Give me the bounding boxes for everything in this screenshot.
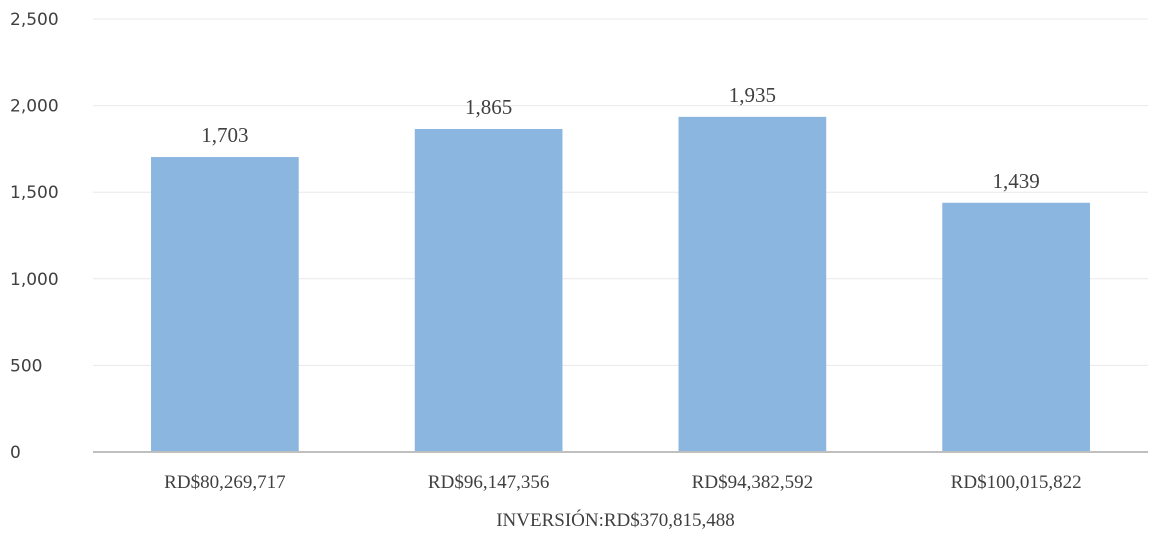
data-label: 1,439 [993, 169, 1040, 193]
y-tick-label: 1,000 [10, 270, 59, 290]
data-label: 1,935 [729, 83, 776, 107]
bar [942, 202, 1090, 452]
x-axis-categories: RD$80,269,717 RD$96,147,356 RD$94,382,592 R… [164, 472, 1081, 493]
data-label: 1,865 [465, 95, 512, 119]
y-axis-ticks: 0 500 1,000 1,500 2,000 2,500 [10, 10, 59, 463]
y-tick-label: 2,000 [10, 97, 59, 117]
bars [151, 116, 1090, 452]
x-category-label: RD$96,147,356 [428, 472, 549, 493]
y-tick-label: 0 [10, 443, 21, 463]
y-tick-label: 2,500 [10, 10, 59, 30]
x-axis-title: INVERSIÓN:RD$370,815,488 [496, 509, 735, 531]
bar [678, 116, 827, 452]
y-tick-label: 500 [10, 356, 42, 376]
bar [414, 128, 563, 452]
bar [151, 157, 299, 452]
x-category-label: RD$80,269,717 [164, 472, 285, 493]
data-labels: 1,703 1,865 1,935 1,439 [201, 83, 1040, 193]
x-category-label: RD$94,382,592 [692, 472, 813, 493]
x-category-label: RD$100,015,822 [951, 472, 1082, 493]
y-tick-label: 1,500 [10, 183, 59, 203]
data-label: 1,703 [201, 123, 248, 147]
